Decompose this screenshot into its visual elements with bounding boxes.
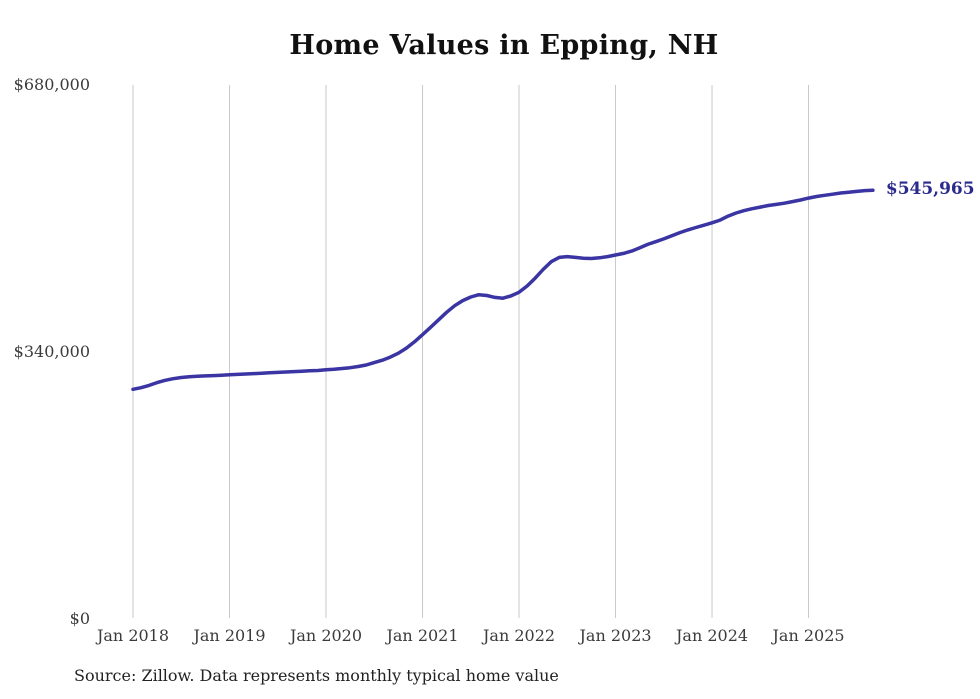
x-tick-label: Jan 2025 [772, 626, 845, 645]
x-tick-label: Jan 2022 [482, 626, 556, 645]
x-tick-label: Jan 2023 [579, 626, 652, 645]
y-tick-label: $340,000 [13, 342, 90, 361]
x-tick-label: Jan 2021 [386, 626, 459, 645]
x-tick-label: Jan 2020 [289, 626, 363, 645]
chart-title: Home Values in Epping, NH [289, 30, 719, 61]
latest-value-label: $545,965 [885, 179, 975, 200]
home-value-line [131, 188, 875, 392]
source-note: Source: Zillow. Data represents monthly … [74, 666, 559, 685]
y-tick-label: $0 [69, 609, 90, 628]
y-tick-label: $680,000 [13, 75, 90, 94]
gridlines-group [132, 85, 810, 618]
x-tick-label: Jan 2024 [675, 626, 749, 645]
x-tick-label: Jan 2018 [96, 626, 170, 645]
x-tick-label: Jan 2019 [193, 626, 266, 645]
